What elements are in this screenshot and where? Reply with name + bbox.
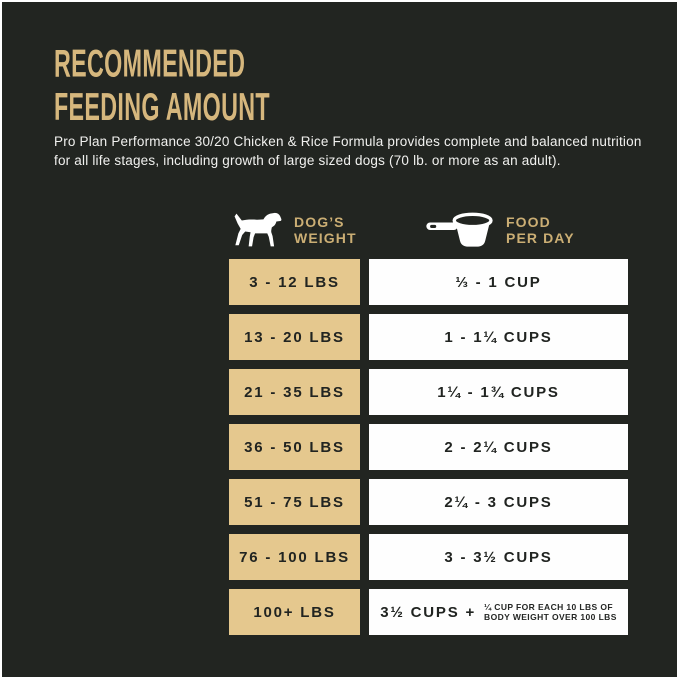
food-value: 1¼ - 1¾ CUPS bbox=[437, 383, 560, 401]
food-per-day-label: FOOD PER DAY bbox=[506, 214, 575, 246]
dogs-weight-label-line2: WEIGHT bbox=[294, 230, 357, 246]
food-per-day-label-line1: FOOD bbox=[506, 214, 551, 230]
food-cell: 3½ CUPS + ¼ CUP FOR EACH 10 LBS OF BODY … bbox=[369, 589, 628, 635]
table-row: 13 - 20 LBS 1 - 1¼ CUPS bbox=[229, 314, 628, 360]
dog-icon bbox=[231, 211, 283, 249]
food-value: 2¼ - 3 CUPS bbox=[444, 493, 553, 511]
food-cell: 3 - 3½ CUPS bbox=[369, 534, 628, 580]
title-line-1: RECOMMENDED bbox=[54, 42, 246, 85]
weight-value: 100+ LBS bbox=[253, 603, 336, 621]
food-per-day-label-line2: PER DAY bbox=[506, 230, 575, 246]
table-row: 76 - 100 LBS 3 - 3½ CUPS bbox=[229, 534, 628, 580]
food-cell: 1¼ - 1¾ CUPS bbox=[369, 369, 628, 415]
weight-value: 76 - 100 LBS bbox=[239, 548, 350, 566]
title-line-2: FEEDING AMOUNT bbox=[54, 85, 270, 129]
table-row: 100+ LBS 3½ CUPS + ¼ CUP FOR EACH 10 LBS… bbox=[229, 589, 628, 635]
weight-cell: 21 - 35 LBS bbox=[229, 369, 360, 415]
food-value: 1 - 1¼ CUPS bbox=[444, 328, 553, 346]
weight-cell: 100+ LBS bbox=[229, 589, 360, 635]
description-line-2: for all life stages, including growth of… bbox=[54, 153, 561, 168]
food-cell: 1 - 1¼ CUPS bbox=[369, 314, 628, 360]
food-per-day-header: FOOD PER DAY bbox=[369, 207, 628, 253]
weight-value: 21 - 35 LBS bbox=[244, 383, 345, 401]
weight-value: 36 - 50 LBS bbox=[244, 438, 345, 456]
weight-cell: 51 - 75 LBS bbox=[229, 479, 360, 525]
dogs-weight-header: DOG’S WEIGHT bbox=[229, 207, 360, 253]
weight-value: 3 - 12 LBS bbox=[249, 273, 340, 291]
table-row: 3 - 12 LBS ⅓ - 1 CUP bbox=[229, 259, 628, 305]
table-header-row: DOG’S WEIGHT FOOD PER DAY bbox=[229, 207, 628, 253]
weight-cell: 36 - 50 LBS bbox=[229, 424, 360, 470]
weight-cell: 13 - 20 LBS bbox=[229, 314, 360, 360]
dogs-weight-label-line1: DOG’S bbox=[294, 214, 345, 230]
food-cell: ⅓ - 1 CUP bbox=[369, 259, 628, 305]
food-value: 2 - 2¼ CUPS bbox=[444, 438, 553, 456]
food-cell: 2¼ - 3 CUPS bbox=[369, 479, 628, 525]
food-note-line1: ¼ CUP FOR EACH 10 LBS OF bbox=[484, 601, 613, 612]
table-row: 36 - 50 LBS 2 - 2¼ CUPS bbox=[229, 424, 628, 470]
food-note-line2: BODY WEIGHT OVER 100 LBS bbox=[484, 612, 617, 622]
weight-cell: 76 - 100 LBS bbox=[229, 534, 360, 580]
weight-value: 13 - 20 LBS bbox=[244, 328, 345, 346]
page-title: RECOMMENDED FEEDING AMOUNT bbox=[54, 42, 446, 129]
weight-value: 51 - 75 LBS bbox=[244, 493, 345, 511]
food-value: 3½ CUPS + bbox=[380, 603, 477, 621]
description-line-1: Pro Plan Performance 30/20 Chicken & Ric… bbox=[54, 134, 642, 149]
dogs-weight-label: DOG’S WEIGHT bbox=[294, 214, 357, 246]
food-note: ¼ CUP FOR EACH 10 LBS OF BODY WEIGHT OVE… bbox=[484, 602, 617, 623]
food-cell: 2 - 2¼ CUPS bbox=[369, 424, 628, 470]
table-row: 51 - 75 LBS 2¼ - 3 CUPS bbox=[229, 479, 628, 525]
feeding-amount-table: DOG’S WEIGHT FOOD PER DAY bbox=[229, 207, 628, 635]
food-value: 3 - 3½ CUPS bbox=[444, 548, 553, 566]
food-value: ⅓ - 1 CUP bbox=[455, 273, 542, 291]
table-row: 21 - 35 LBS 1¼ - 1¾ CUPS bbox=[229, 369, 628, 415]
measuring-cup-icon bbox=[425, 210, 493, 250]
weight-cell: 3 - 12 LBS bbox=[229, 259, 360, 305]
product-description: Pro Plan Performance 30/20 Chicken & Ric… bbox=[54, 132, 677, 170]
